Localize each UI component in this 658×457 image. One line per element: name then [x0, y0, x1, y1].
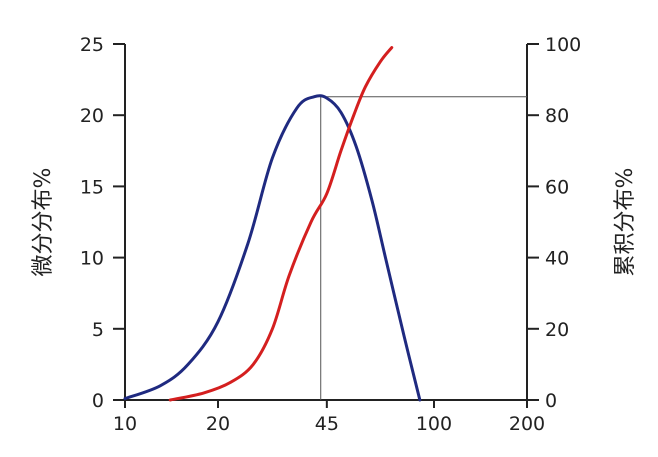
x-tick-label: 200 [509, 413, 545, 435]
x-tick-label: 100 [416, 413, 452, 435]
x-tick-label: 45 [315, 413, 339, 435]
left-tick-label: 10 [80, 248, 104, 270]
plot-area: 10 20 45 100 200 0 5 10 15 20 25 0 20 40 60 80 100 [80, 34, 581, 435]
x-tick-label: 20 [206, 413, 230, 435]
left-axis-ticks: 0 5 10 15 20 25 [80, 34, 125, 412]
right-axis-label: 累积分布% [613, 168, 638, 277]
right-tick-label: 100 [545, 34, 581, 56]
right-tick-label: 40 [545, 248, 569, 270]
left-tick-label: 5 [92, 319, 104, 341]
left-tick-label: 15 [80, 176, 104, 198]
right-tick-label: 0 [545, 390, 557, 412]
right-tick-label: 60 [545, 176, 569, 198]
cumulative-distribution-line [168, 46, 394, 402]
left-tick-label: 0 [92, 390, 104, 412]
left-tick-label: 20 [80, 105, 104, 127]
x-axis-ticks: 10 20 45 100 200 [113, 400, 545, 435]
left-axis-label: 微分分布% [31, 168, 56, 277]
right-axis-ticks: 0 20 40 60 80 100 [527, 34, 581, 412]
right-tick-label: 80 [545, 105, 569, 127]
left-tick-label: 25 [80, 34, 104, 56]
x-tick-label: 10 [113, 413, 137, 435]
differential-distribution-line [123, 94, 422, 402]
series-layer [123, 46, 422, 402]
right-tick-label: 20 [545, 319, 569, 341]
